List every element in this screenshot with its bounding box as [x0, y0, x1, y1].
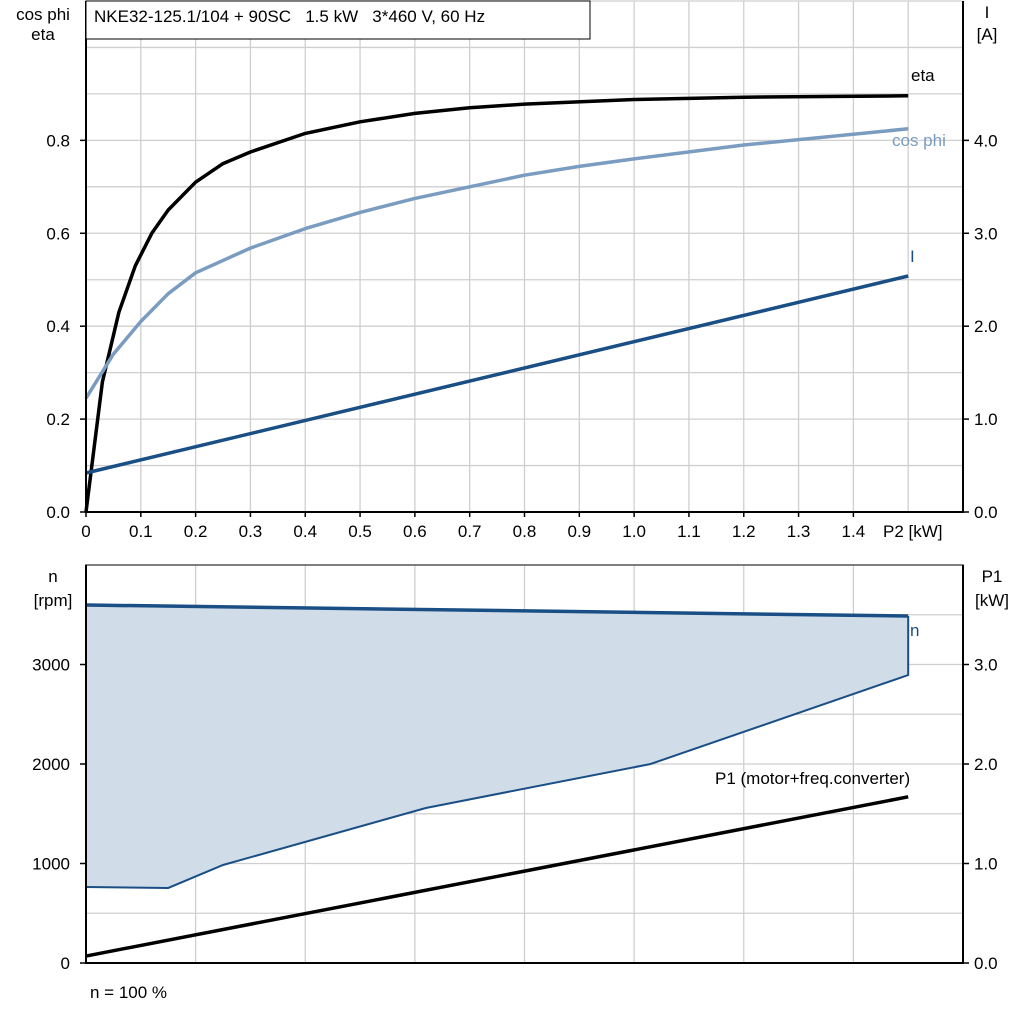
series-label-i: I [910, 247, 915, 266]
x-tick-label: 1.3 [787, 522, 811, 541]
series-line-n-max [85, 603, 909, 618]
y-tick-label-right: 2.0 [974, 317, 998, 336]
speed-range-area [86, 604, 909, 888]
x-tick-label: 0 [81, 522, 90, 541]
y-tick-label-right: 3.0 [974, 656, 998, 675]
title-box [85, 0, 591, 40]
left-axis-label-bottom-1: n [48, 567, 57, 586]
footnote-speed: n = 100 % [90, 983, 167, 1002]
y-tick-label-left: 0.0 [46, 503, 70, 522]
y-tick-label-right: 1.0 [974, 410, 998, 429]
right-axis-label-top-1: I [985, 3, 990, 22]
y-tick-label-left: 0.6 [46, 224, 70, 243]
x-axis-label: P2 [kW] [883, 522, 943, 541]
series-label-p1: P1 (motor+freq.converter) [715, 769, 910, 788]
x-tick-label: 0.4 [293, 522, 317, 541]
x-tick-label: 1.0 [622, 522, 646, 541]
x-tick-label: 0.2 [184, 522, 208, 541]
y-tick-label-right: 0.0 [974, 954, 998, 973]
y-tick-label-left: 0.8 [46, 131, 70, 150]
series-label-cos-phi: cos phi [892, 131, 946, 150]
axes: 0 0.1 0.2 0.3 0.4 0.5 0.6 0.7 0.8 0.9 1.0 1.1 1.2 1.3… [32, 1, 998, 973]
left-axis-label-bottom-2: [rpm] [34, 591, 73, 610]
top-series [84, 94, 909, 513]
series-line-n-min [85, 616, 910, 889]
top-grid [86, 0, 963, 512]
right-axis-label-bottom-1: P1 [982, 567, 1003, 586]
y-tick-label-right: 4.0 [974, 131, 998, 150]
x-tick-label: 0.3 [239, 522, 263, 541]
series-line-eta [84, 94, 909, 513]
y-tick-label-left: 0 [61, 954, 70, 973]
series-label-n: n [910, 621, 919, 640]
y-tick-label-right: 3.0 [974, 224, 998, 243]
y-tick-label-right: 2.0 [974, 755, 998, 774]
x-tick-label: 0.1 [129, 522, 153, 541]
series-line-p1 [85, 795, 909, 958]
x-tick-label: 0.6 [403, 522, 427, 541]
y-tick-label-left: 2000 [32, 755, 70, 774]
series-line-cos-phi [84, 127, 909, 400]
x-tick-label: 1.1 [677, 522, 701, 541]
series-label-eta: eta [911, 66, 935, 85]
y-tick-label-left: 3000 [32, 656, 70, 675]
right-axis-label-top-2: [A] [977, 25, 998, 44]
x-tick-label: 0.7 [458, 522, 482, 541]
y-tick-label-right: 1.0 [974, 855, 998, 874]
y-tick-label-right: 0.0 [974, 503, 998, 522]
chart-title: NKE32-125.1/104 + 90SC 1.5 kW 3*460 V, 6… [94, 7, 485, 26]
series-line-i [85, 274, 909, 475]
y-tick-label-left: 0.4 [46, 317, 70, 336]
left-axis-label-top-2: eta [31, 25, 55, 44]
x-tick-label: 0.5 [348, 522, 372, 541]
y-tick-label-left: 0.2 [46, 410, 70, 429]
x-tick-label: 1.2 [732, 522, 756, 541]
bottom-series [85, 603, 910, 958]
x-tick-label: 1.4 [842, 522, 866, 541]
y-tick-label-left: 1000 [32, 855, 70, 874]
left-axis-label-top-1: cos phi [16, 5, 70, 24]
x-tick-label: 0.9 [567, 522, 591, 541]
x-tick-label: 0.8 [513, 522, 537, 541]
right-axis-label-bottom-2: [kW] [975, 591, 1009, 610]
